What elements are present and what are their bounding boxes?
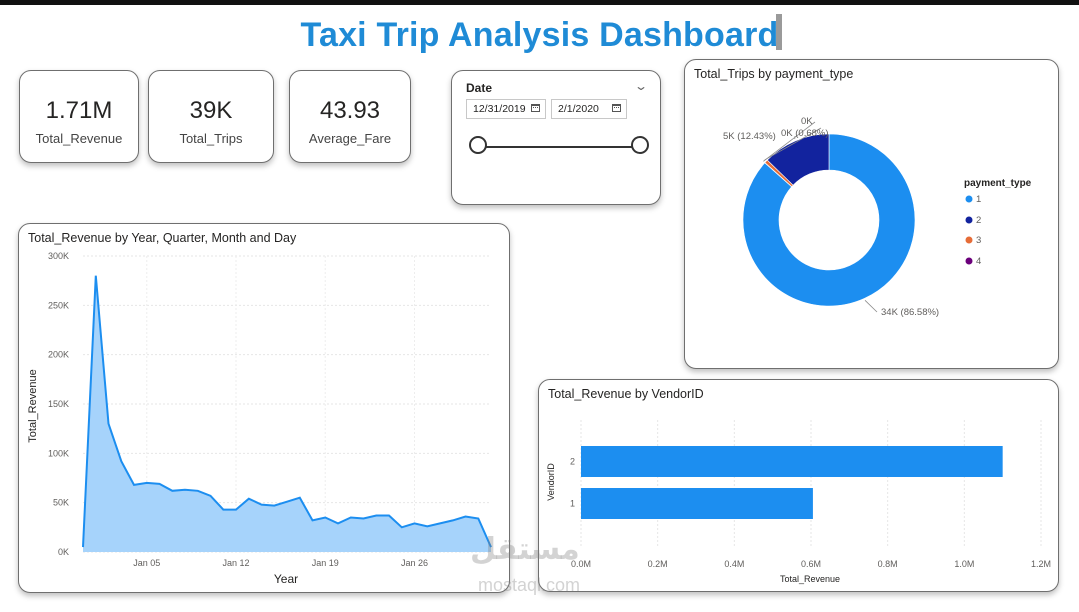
start-date-value: 12/31/2019 <box>473 103 526 115</box>
revenue-area-chart-card: Total_Revenue by Year, Quarter, Month an… <box>18 223 510 593</box>
kpi-value: 39K <box>189 97 233 124</box>
legend-marker-1 <box>965 195 973 203</box>
revenue-line <box>82 275 492 548</box>
range-end-handle[interactable] <box>631 136 649 154</box>
x-tick-label: 0.8M <box>878 559 898 569</box>
x-tick-label: 0.6M <box>801 559 821 569</box>
x-axis-title: Total_Revenue <box>780 574 840 584</box>
slicer-title: Date <box>466 81 493 95</box>
range-start-handle[interactable] <box>469 136 487 154</box>
x-tick-label: 0.0M <box>571 559 591 569</box>
kpi-label: Average_Fare <box>308 131 392 146</box>
vendor-bar-chart: 0.0M 0.2M 0.4M 0.6M 0.8M 1.0M 1.2M 2 1 Total_Re… <box>546 420 1051 584</box>
kpi-label: Total_Revenue <box>35 131 123 146</box>
date-slicer: Date ⌄ 12/31/2019 2/1/2020 <box>451 70 661 205</box>
chart-title: Total_Revenue by VendorID <box>548 387 704 401</box>
x-tick-label: Jan 26 <box>401 558 428 568</box>
kpi-card-average-fare[interactable]: 43.93 Average_Fare <box>289 70 411 163</box>
end-date-value: 2/1/2020 <box>558 103 599 115</box>
y-tick-label: 1 <box>570 499 575 509</box>
x-tick-label: Jan 12 <box>222 558 249 568</box>
legend-marker-3 <box>965 236 973 244</box>
top-border <box>0 0 1079 5</box>
chart-title: Total_Revenue by Year, Quarter, Month an… <box>28 231 297 245</box>
y-tick-label: 150K <box>48 399 69 409</box>
calendar-icon[interactable] <box>531 104 540 112</box>
leader-line-type-1 <box>864 300 878 313</box>
x-tick-label: 1.2M <box>1031 559 1051 569</box>
bar-vendor-1[interactable] <box>581 488 813 519</box>
kpi-card-total-revenue[interactable]: 1.71M Total_Revenue <box>19 70 139 163</box>
payment-type-donut-card: Total_Trips by payment_type 34K (86.58%)… <box>684 59 1059 369</box>
watermark-arabic: مستقل <box>470 533 580 566</box>
legend-item-1[interactable]: 1 <box>965 194 982 205</box>
data-label-type-4: 0K <box>801 116 813 127</box>
payment-type-donut-chart: 34K (86.58%) 5K (12.43%) 0K (0.68%) 0K p… <box>723 116 1032 318</box>
y-tick-label: 0K <box>58 547 69 557</box>
legend-item-4[interactable]: 4 <box>965 256 982 267</box>
y-tick-label: 50K <box>53 498 69 508</box>
leader-line-type-3 <box>764 127 822 161</box>
x-tick-label: Jan 05 <box>133 558 160 568</box>
legend-marker-4 <box>965 257 973 265</box>
revenue-area <box>83 275 491 552</box>
leader-line-type-4 <box>763 121 816 162</box>
legend-marker-2 <box>965 216 973 224</box>
kpi-value: 43.93 <box>319 97 381 124</box>
legend-label-2: 2 <box>976 215 981 226</box>
y-tick-label: 200K <box>48 350 69 360</box>
kpi-label: Total_Trips <box>179 131 243 146</box>
legend-item-3[interactable]: 3 <box>965 235 982 246</box>
dashboard-title: Taxi Trip Analysis Dashboard <box>300 16 779 54</box>
revenue-area-chart: 0K 50K 100K 150K 200K 250K 300K Jan 05 Jan 12 Ja… <box>27 251 492 586</box>
end-date-input[interactable]: 2/1/2020 <box>551 99 627 119</box>
donut-slice-type-2[interactable] <box>766 133 830 186</box>
x-tick-label: 0.2M <box>648 559 668 569</box>
text-cursor <box>776 14 782 50</box>
kpi-value: 1.71M <box>45 97 113 124</box>
calendar-icon[interactable] <box>612 104 621 112</box>
vendor-bar-chart-card: Total_Revenue by VendorID 0.0M 0.2M 0.4M 0.… <box>538 379 1059 592</box>
y-tick-label: 250K <box>48 300 69 310</box>
date-range-track[interactable] <box>478 146 640 148</box>
data-label-type-2: 5K (12.43%) <box>723 131 776 142</box>
y-tick-label: 100K <box>48 448 69 458</box>
x-axis-title: Year <box>274 572 298 586</box>
legend-label-4: 4 <box>976 256 981 267</box>
x-tick-label: Jan 19 <box>312 558 339 568</box>
legend-label-3: 3 <box>976 235 981 246</box>
data-label-type-3: 0K (0.68%) <box>781 128 829 139</box>
data-label-type-1: 34K (86.58%) <box>881 307 939 318</box>
legend-label-1: 1 <box>976 194 981 205</box>
chart-title: Total_Trips by payment_type <box>694 67 854 81</box>
y-tick-label: 2 <box>570 457 575 467</box>
bar-vendor-2[interactable] <box>581 446 1003 477</box>
watermark-latin: mostaql.com <box>478 575 581 595</box>
y-axis-title: Total_Revenue <box>27 369 39 442</box>
x-tick-label: 0.4M <box>724 559 744 569</box>
start-date-input[interactable]: 12/31/2019 <box>466 99 546 119</box>
x-tick-label: 1.0M <box>954 559 974 569</box>
chevron-down-icon[interactable]: ⌄ <box>633 79 649 93</box>
y-tick-label: 300K <box>48 251 69 261</box>
y-axis-title: VendorID <box>546 463 556 501</box>
legend-title: payment_type <box>964 178 1032 189</box>
kpi-card-total-trips[interactable]: 39K Total_Trips <box>148 70 274 163</box>
donut-slice-type-1[interactable] <box>742 133 916 307</box>
legend-item-2[interactable]: 2 <box>965 215 982 226</box>
